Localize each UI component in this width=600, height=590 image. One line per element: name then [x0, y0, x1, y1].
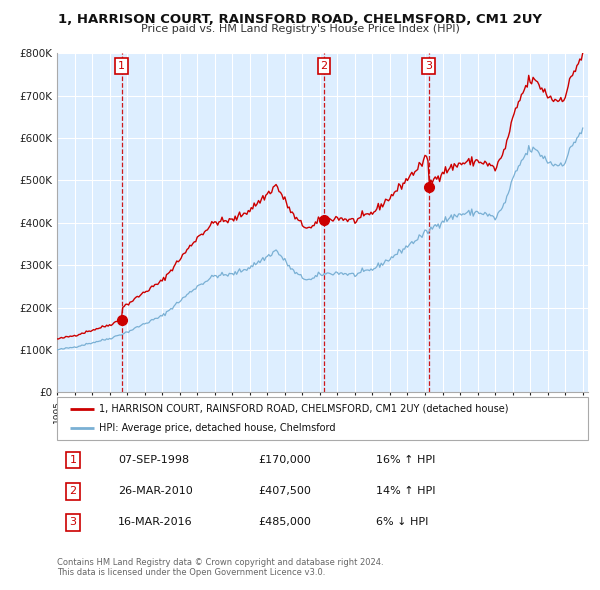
- Text: 3: 3: [425, 61, 432, 71]
- Text: 16-MAR-2016: 16-MAR-2016: [118, 517, 193, 527]
- Text: £407,500: £407,500: [259, 486, 311, 496]
- Text: HPI: Average price, detached house, Chelmsford: HPI: Average price, detached house, Chel…: [100, 423, 336, 433]
- Text: 2: 2: [70, 486, 76, 496]
- Text: 14% ↑ HPI: 14% ↑ HPI: [376, 486, 435, 496]
- Text: 16% ↑ HPI: 16% ↑ HPI: [376, 455, 435, 465]
- Text: 2: 2: [320, 61, 328, 71]
- Text: Price paid vs. HM Land Registry's House Price Index (HPI): Price paid vs. HM Land Registry's House …: [140, 24, 460, 34]
- Text: £170,000: £170,000: [259, 455, 311, 465]
- Text: 1, HARRISON COURT, RAINSFORD ROAD, CHELMSFORD, CM1 2UY: 1, HARRISON COURT, RAINSFORD ROAD, CHELM…: [58, 13, 542, 26]
- Text: This data is licensed under the Open Government Licence v3.0.: This data is licensed under the Open Gov…: [57, 568, 325, 576]
- Text: 1: 1: [118, 61, 125, 71]
- FancyBboxPatch shape: [57, 397, 588, 440]
- Text: 1, HARRISON COURT, RAINSFORD ROAD, CHELMSFORD, CM1 2UY (detached house): 1, HARRISON COURT, RAINSFORD ROAD, CHELM…: [100, 404, 509, 414]
- Text: 26-MAR-2010: 26-MAR-2010: [118, 486, 193, 496]
- Text: 07-SEP-1998: 07-SEP-1998: [118, 455, 189, 465]
- Text: £485,000: £485,000: [259, 517, 311, 527]
- Text: Contains HM Land Registry data © Crown copyright and database right 2024.: Contains HM Land Registry data © Crown c…: [57, 558, 383, 566]
- Text: 1: 1: [70, 455, 76, 465]
- Text: 6% ↓ HPI: 6% ↓ HPI: [376, 517, 428, 527]
- Text: 3: 3: [70, 517, 76, 527]
